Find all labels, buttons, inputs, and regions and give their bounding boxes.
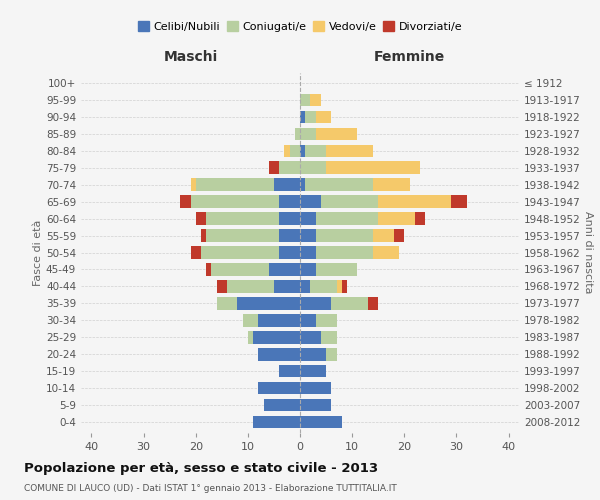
Bar — [316, 264, 358, 276]
Bar — [295, 128, 300, 140]
Bar — [415, 212, 425, 224]
Bar — [290, 144, 300, 156]
Text: Maschi: Maschi — [163, 50, 218, 64]
Bar — [274, 178, 300, 190]
Bar — [201, 230, 206, 241]
Bar — [378, 212, 415, 224]
Bar — [217, 280, 227, 292]
Bar — [316, 230, 373, 241]
Bar — [337, 280, 342, 292]
Bar — [316, 246, 373, 258]
Bar — [331, 298, 368, 310]
Y-axis label: Anni di nascita: Anni di nascita — [583, 211, 593, 294]
Bar — [305, 178, 373, 190]
Bar — [211, 264, 269, 276]
Text: COMUNE DI LAUCO (UD) - Dati ISTAT 1° gennaio 2013 - Elaborazione TUTTITALIA.IT: COMUNE DI LAUCO (UD) - Dati ISTAT 1° gen… — [24, 484, 397, 493]
Bar — [269, 264, 300, 276]
Text: Femmine: Femmine — [374, 50, 445, 64]
Bar — [300, 196, 321, 207]
Bar — [326, 348, 337, 360]
Bar — [326, 162, 420, 173]
Bar — [394, 230, 404, 241]
Bar — [300, 416, 342, 428]
Legend: Celibi/Nubili, Coniugati/e, Vedovi/e, Divorziati/e: Celibi/Nubili, Coniugati/e, Vedovi/e, Di… — [133, 17, 467, 36]
Bar — [284, 144, 290, 156]
Bar — [305, 144, 326, 156]
Bar — [378, 196, 451, 207]
Bar — [300, 246, 316, 258]
Bar — [217, 298, 238, 310]
Bar — [300, 230, 316, 241]
Bar — [253, 332, 300, 344]
Bar — [300, 94, 310, 106]
Bar — [316, 128, 358, 140]
Bar — [451, 196, 467, 207]
Bar — [263, 399, 300, 411]
Bar — [206, 264, 211, 276]
Bar — [269, 162, 279, 173]
Bar — [191, 246, 201, 258]
Bar — [373, 230, 394, 241]
Bar — [191, 196, 279, 207]
Bar — [373, 178, 409, 190]
Bar — [180, 196, 191, 207]
Bar — [201, 246, 279, 258]
Bar — [300, 332, 321, 344]
Bar — [258, 348, 300, 360]
Bar — [258, 314, 300, 326]
Bar — [300, 382, 331, 394]
Bar — [300, 314, 316, 326]
Bar — [279, 196, 300, 207]
Bar — [300, 366, 326, 378]
Bar — [279, 212, 300, 224]
Bar — [196, 212, 206, 224]
Bar — [279, 230, 300, 241]
Bar — [274, 280, 300, 292]
Bar — [368, 298, 378, 310]
Bar — [305, 110, 316, 123]
Bar — [316, 212, 378, 224]
Bar — [316, 110, 331, 123]
Bar — [206, 212, 279, 224]
Bar — [191, 178, 196, 190]
Bar — [316, 314, 337, 326]
Bar — [196, 178, 274, 190]
Bar — [300, 144, 305, 156]
Bar — [321, 332, 337, 344]
Bar — [321, 196, 378, 207]
Bar — [300, 178, 305, 190]
Bar — [238, 298, 300, 310]
Bar — [258, 382, 300, 394]
Bar — [206, 230, 279, 241]
Bar — [253, 416, 300, 428]
Bar — [300, 110, 305, 123]
Bar — [227, 280, 274, 292]
Bar — [310, 94, 321, 106]
Y-axis label: Fasce di età: Fasce di età — [33, 220, 43, 286]
Bar — [279, 162, 300, 173]
Bar — [342, 280, 347, 292]
Bar — [300, 212, 316, 224]
Bar — [242, 314, 258, 326]
Bar — [300, 162, 326, 173]
Bar — [373, 246, 399, 258]
Bar — [279, 246, 300, 258]
Bar — [300, 298, 331, 310]
Bar — [300, 264, 316, 276]
Bar — [300, 399, 331, 411]
Bar — [300, 348, 326, 360]
Bar — [279, 366, 300, 378]
Bar — [310, 280, 337, 292]
Bar — [326, 144, 373, 156]
Bar — [248, 332, 253, 344]
Text: Popolazione per età, sesso e stato civile - 2013: Popolazione per età, sesso e stato civil… — [24, 462, 378, 475]
Bar — [300, 128, 316, 140]
Bar — [300, 280, 310, 292]
